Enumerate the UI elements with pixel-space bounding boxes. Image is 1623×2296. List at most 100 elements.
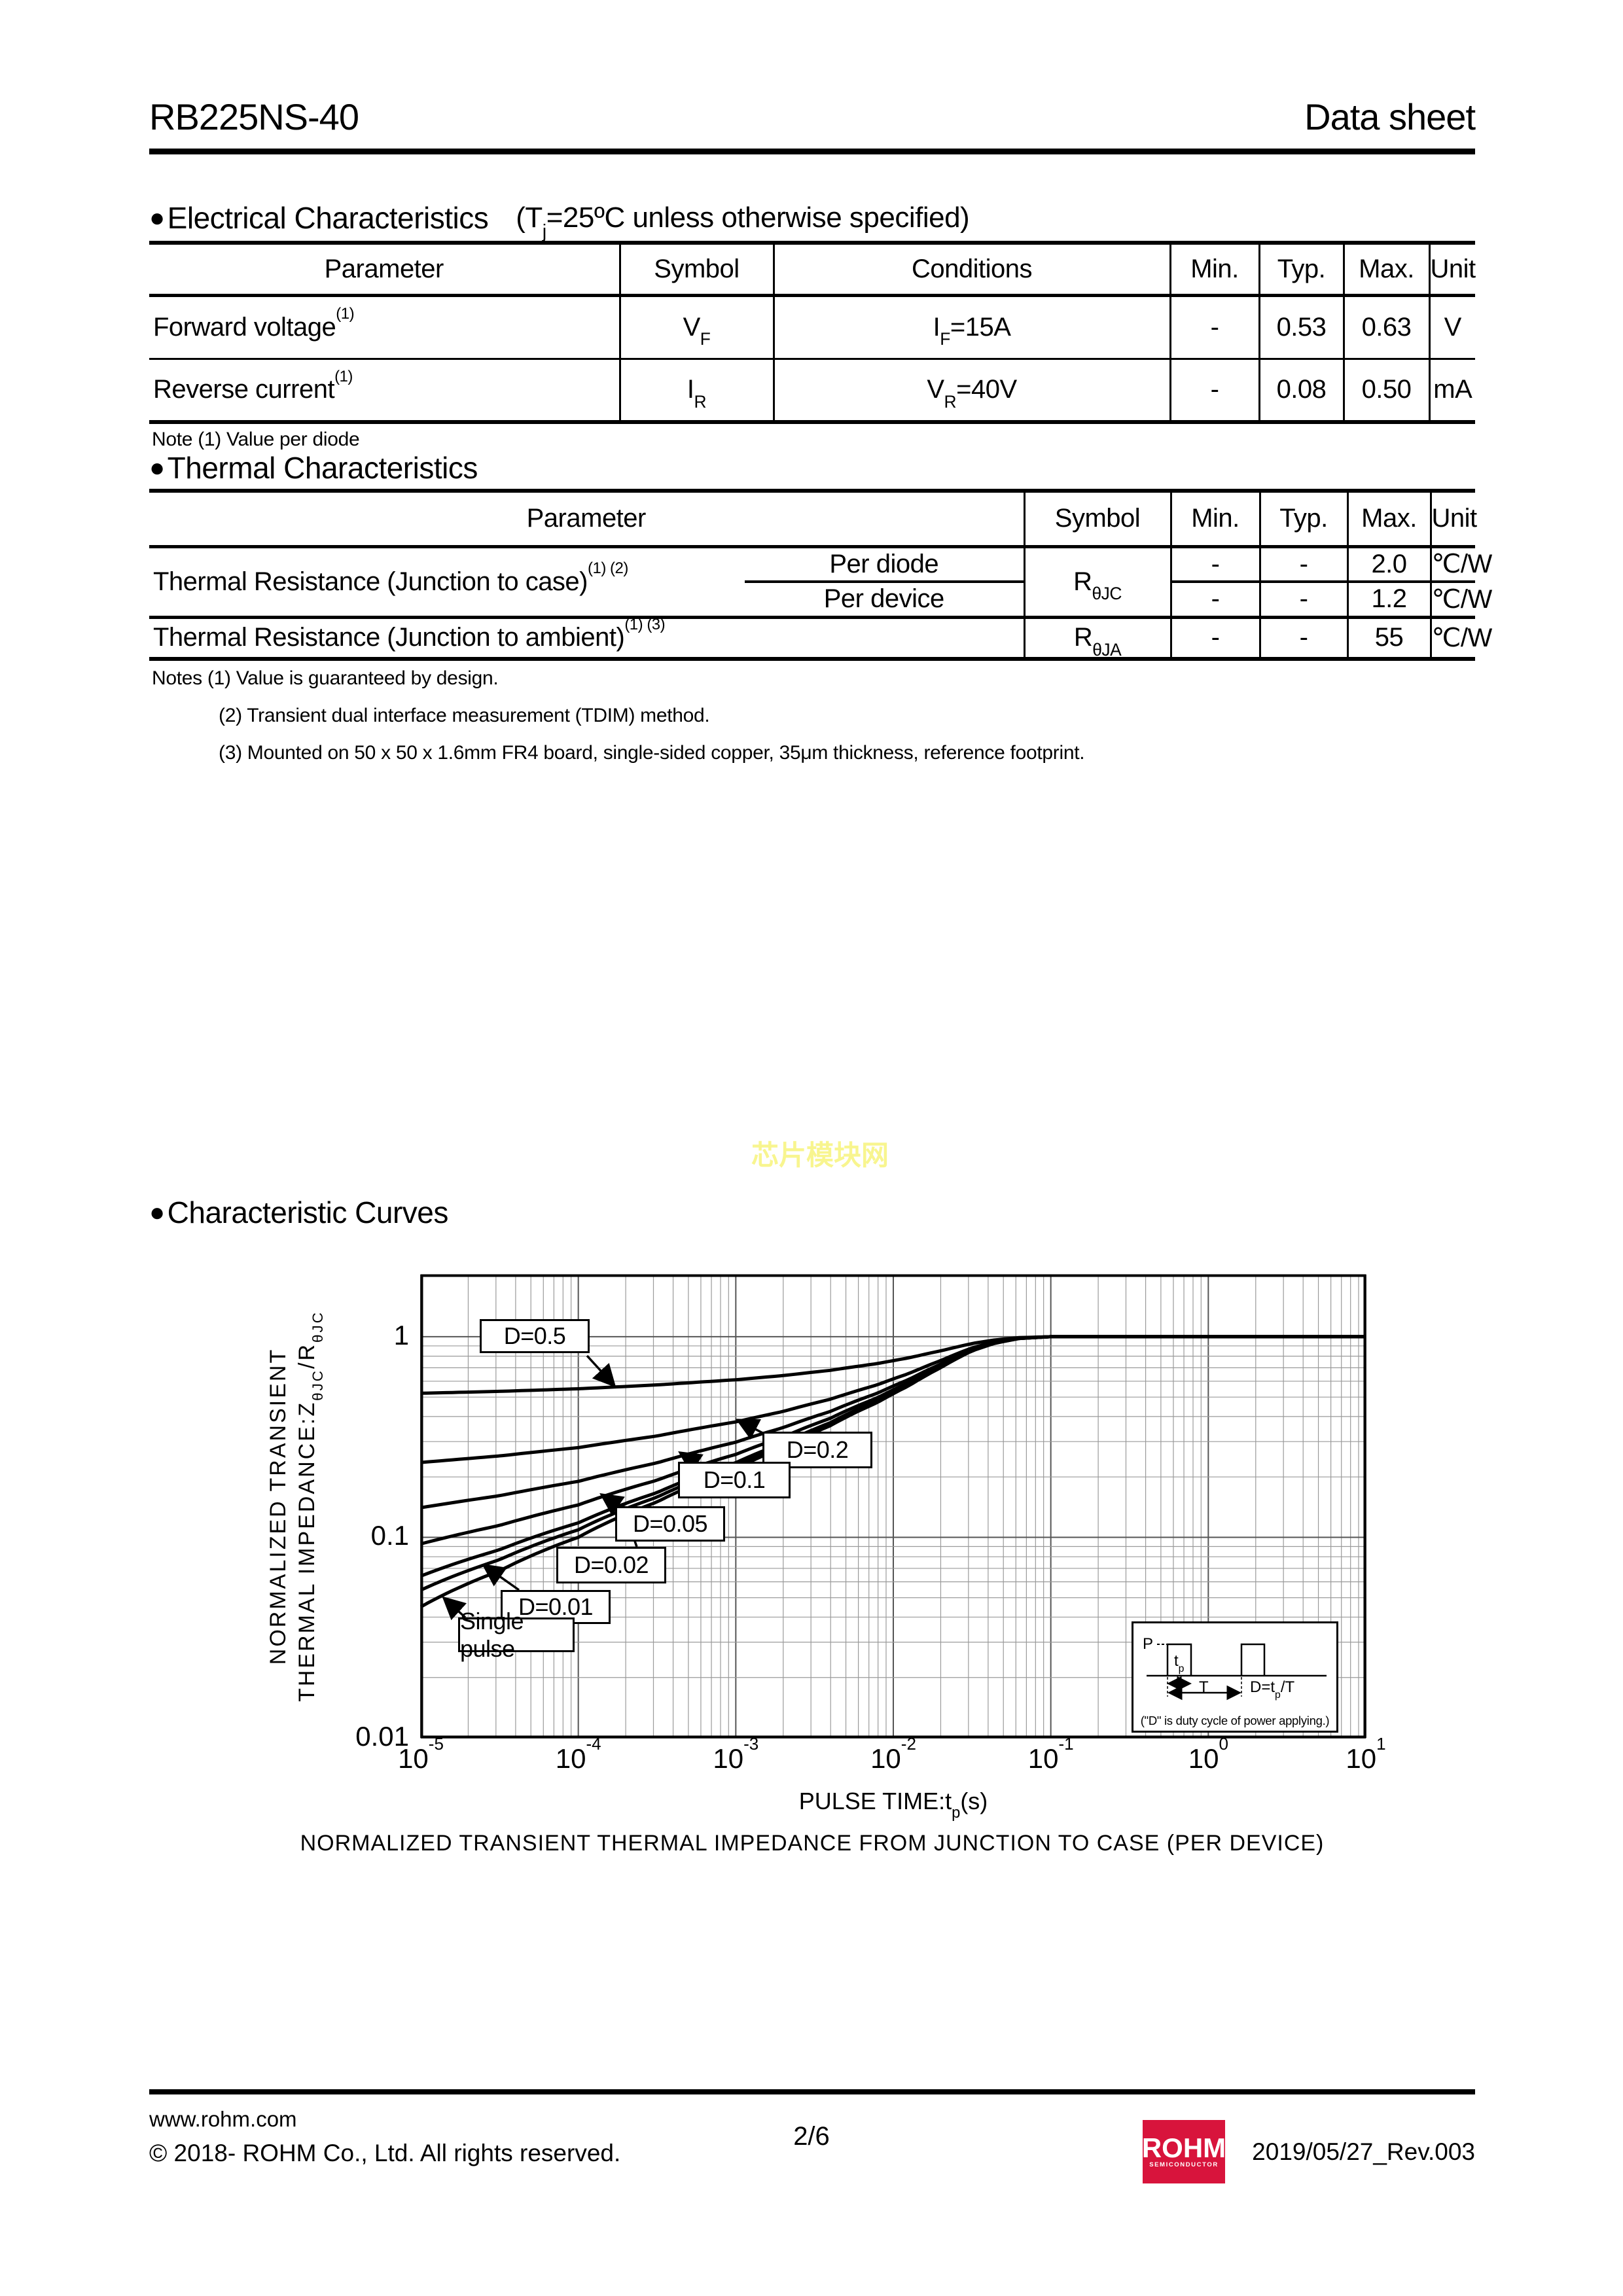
curve-label: D=0.1 [678,1462,791,1498]
inset-p-label: P [1143,1635,1154,1653]
value-typ: 0.08 [1258,359,1344,422]
inset-tp-label: tp [1174,1652,1185,1675]
sub-row-per-diode: Per diode [745,546,1024,583]
electrical-heading-text: Electrical Characteristics [167,201,489,235]
section-bullet-icon: ● [149,1198,165,1227]
thermal-notes: Notes (1) Value is guaranteed by design.… [152,660,1085,771]
value-typ: - [1258,582,1347,619]
condition-vr: VR=40V [772,359,1170,422]
thermal-table: Parameter Symbol Min. Typ. Max. Unit The… [149,489,1492,661]
y-tick-label: 0.1 [370,1520,409,1551]
section-bullet-icon: ● [149,203,165,232]
symbol-vf: VF [618,295,774,360]
inset-caption: ("D" is duty cycle of power applying.) [1140,1714,1330,1727]
value-max: 2.0 [1346,546,1431,583]
col-symbol: Symbol [618,243,774,297]
x-tick-label: 10-2 [870,1733,916,1774]
value-unit: V [1428,295,1475,360]
footer-revision: 2019/05/27_Rev.003 [1252,2138,1475,2165]
x-tick-label: 10-5 [398,1733,444,1774]
table-row: Forward voltage(1) VF IF=15A - 0.53 0.63… [149,295,1475,360]
value-unit: ℃/W [1429,546,1492,583]
col-parameter: Parameter [149,243,620,297]
x-tick-label: 10-4 [555,1733,601,1774]
value-max: 0.63 [1342,295,1429,360]
watermark: 芯片模块网 [751,1140,889,1171]
note-1: Notes (1) Value is guaranteed by design. [152,667,499,689]
section-bullet-icon: ● [149,453,165,482]
condition-if: IF=15A [772,295,1170,360]
col-typ: Typ. [1258,491,1347,548]
value-min: - [1169,359,1259,422]
value-max: 55 [1346,617,1431,659]
curve-label: D=0.05 [615,1506,725,1542]
curves-heading-text: Characteristic Curves [167,1195,449,1229]
col-unit: Unit [1429,491,1477,548]
page-number: 2/6 [793,2122,830,2151]
note-3: (3) Mounted on 50 x 50 x 1.6mm FR4 board… [219,742,1085,764]
thermal-section-heading: ● Thermal Characteristics [149,450,478,486]
param-reverse-current: Reverse current(1) [153,368,353,404]
col-max: Max. [1342,243,1429,297]
x-tick-label: 10-1 [1027,1733,1074,1774]
y-tick-label: 0.01 [355,1721,409,1752]
rohm-logo: ROHM SEMICONDUCTOR [1142,2120,1226,2183]
symbol-ir: IR [618,359,774,422]
note-2: (2) Transient dual interface measurement… [219,705,710,726]
part-number-title: RB225NS-40 [149,96,359,137]
value-unit: ℃/W [1429,582,1492,619]
curve-label: D=0.02 [556,1547,666,1583]
curve-label: D=0.5 [480,1319,590,1353]
value-min: - [1169,295,1259,360]
inset-t-label: T [1199,1678,1209,1696]
curves-section-heading: ● Characteristic Curves [149,1195,448,1230]
param-forward-voltage: Forward voltage(1) [149,295,620,360]
y-tick-label: 1 [393,1319,409,1351]
electrical-header-row: Parameter Symbol Conditions Min. Typ. Ma… [149,243,1476,297]
table-row: Per device - - 1.2 ℃/W [149,582,1492,619]
electrical-condition: (Tj=25ºC unless otherwise specified) [516,202,970,243]
param-junction-to-ambient: Thermal Resistance (Junction to ambient)… [153,616,666,652]
sub-row-per-device: Per device [745,582,1024,619]
col-min: Min. [1169,491,1260,548]
table-row: Thermal Resistance (Junction to ambient)… [149,616,1492,659]
x-tick-label: 101 [1346,1733,1386,1774]
value-min: - [1169,582,1260,619]
value-typ: 0.53 [1258,295,1344,360]
value-typ: - [1258,617,1347,659]
value-unit: mA [1428,359,1475,422]
electrical-note: Note (1) Value per diode [152,429,360,450]
col-unit: Unit [1428,243,1476,297]
x-tick-label: 10-3 [713,1733,759,1774]
value-unit: ℃/W [1429,617,1492,659]
electrical-table: Parameter Symbol Conditions Min. Typ. Ma… [149,241,1476,424]
header-rule [149,149,1475,154]
value-max: 1.2 [1346,582,1431,619]
chart-caption: NORMALIZED TRANSIENT THERMAL IMPEDANCE F… [300,1831,1325,1856]
electrical-section-heading: ● Electrical Characteristics (Tj=25ºC un… [149,200,970,243]
footer-url: www.rohm.com [149,2107,297,2131]
col-parameter: Parameter [149,491,1024,548]
duty-cycle-inset: P tp T D=tp/T ("D" is duty cycle of powe… [1132,1621,1338,1733]
value-max: 0.50 [1342,359,1429,422]
param-junction-to-case: Thermal Resistance (Junction to case)(1)… [149,546,745,619]
col-max: Max. [1346,491,1431,548]
table-row: Thermal Resistance (Junction to case)(1)… [149,546,1492,619]
col-symbol: Symbol [1023,491,1171,548]
x-axis-title: PULSE TIME:tp(s) [798,1788,988,1822]
value-min: - [1169,617,1260,659]
table-row: Reverse current(1) IR VR=40V - 0.08 0.50… [149,359,1475,422]
inset-formula: D=tp/T [1250,1678,1295,1701]
doc-type-title: Data sheet [1304,96,1476,137]
thermal-heading-text: Thermal Characteristics [167,451,478,485]
value-min: - [1169,546,1260,583]
thermal-header-row: Parameter Symbol Min. Typ. Max. Unit [149,491,1477,548]
curve-label: Single pulse [458,1608,575,1662]
thermal-impedance-chart: NORMALIZED TRANSIENT THERMAL IMPEDANCE:Z… [266,1274,1386,1821]
x-tick-label: 100 [1188,1733,1228,1774]
symbol-rthja: RθJA [1023,617,1171,659]
pulse-diagram-icon [1147,1643,1327,1701]
col-conditions: Conditions [772,243,1170,297]
value-typ: - [1258,546,1347,583]
